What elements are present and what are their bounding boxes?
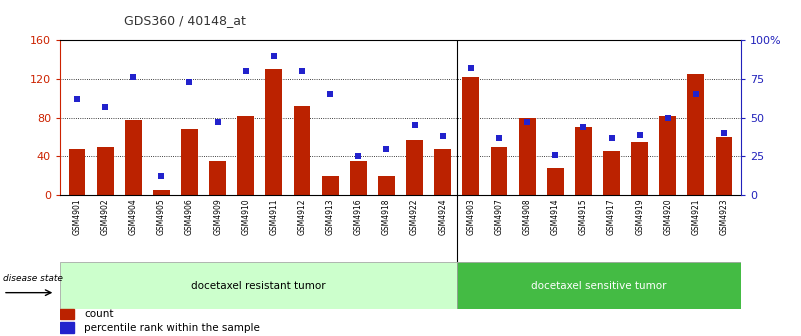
Text: GSM4903: GSM4903 <box>466 198 475 235</box>
Point <box>437 133 449 139</box>
Point <box>324 92 336 97</box>
Text: GSM4924: GSM4924 <box>438 198 447 235</box>
Bar <box>434 150 451 195</box>
Bar <box>462 77 479 195</box>
Text: GSM4908: GSM4908 <box>522 198 532 235</box>
Point <box>268 53 280 58</box>
Text: GSM4914: GSM4914 <box>551 198 560 235</box>
Point <box>493 135 505 140</box>
Text: GSM4907: GSM4907 <box>494 198 504 235</box>
Point <box>577 124 590 130</box>
Text: GSM4913: GSM4913 <box>326 198 335 235</box>
Bar <box>406 140 423 195</box>
Bar <box>181 129 198 195</box>
Bar <box>265 69 282 195</box>
Point <box>127 75 139 80</box>
Text: GSM4909: GSM4909 <box>213 198 222 235</box>
Point <box>549 152 562 157</box>
Bar <box>519 118 536 195</box>
Bar <box>603 152 620 195</box>
Point <box>99 104 111 110</box>
Bar <box>547 168 564 195</box>
Text: GSM4911: GSM4911 <box>269 198 279 235</box>
Bar <box>490 146 507 195</box>
Point <box>690 92 702 97</box>
Text: GSM4912: GSM4912 <box>297 198 307 235</box>
Text: GSM4910: GSM4910 <box>241 198 250 235</box>
Point <box>70 96 83 102</box>
Bar <box>457 262 741 309</box>
Bar <box>60 323 74 333</box>
Bar <box>69 150 86 195</box>
Text: disease state: disease state <box>3 274 63 283</box>
Bar <box>60 262 457 309</box>
Text: docetaxel resistant tumor: docetaxel resistant tumor <box>191 281 326 291</box>
Bar <box>60 309 74 319</box>
Text: percentile rank within the sample: percentile rank within the sample <box>84 323 260 333</box>
Point <box>380 146 392 151</box>
Bar <box>294 106 311 195</box>
Text: GSM4905: GSM4905 <box>157 198 166 235</box>
Text: GSM4919: GSM4919 <box>635 198 644 235</box>
Bar <box>125 120 142 195</box>
Bar <box>237 116 254 195</box>
Point <box>155 174 167 179</box>
Point <box>183 79 196 85</box>
Point <box>409 123 421 128</box>
Text: GSM4917: GSM4917 <box>607 198 616 235</box>
Point <box>211 120 224 125</box>
Bar <box>209 161 226 195</box>
Text: GSM4904: GSM4904 <box>129 198 138 235</box>
Point <box>718 130 731 136</box>
Text: GSM4922: GSM4922 <box>410 198 419 235</box>
Text: GSM4902: GSM4902 <box>101 198 110 235</box>
Text: GSM4901: GSM4901 <box>72 198 82 235</box>
Point <box>296 69 308 74</box>
Bar <box>322 175 339 195</box>
Point <box>239 69 252 74</box>
Text: GDS360 / 40148_at: GDS360 / 40148_at <box>124 14 246 27</box>
Text: GSM4918: GSM4918 <box>382 198 391 235</box>
Bar <box>575 127 592 195</box>
Text: GSM4906: GSM4906 <box>185 198 194 235</box>
Text: GSM4915: GSM4915 <box>579 198 588 235</box>
Text: count: count <box>84 309 114 319</box>
Bar <box>715 137 732 195</box>
Bar <box>153 190 170 195</box>
Bar <box>350 161 367 195</box>
Bar <box>97 146 114 195</box>
Text: docetaxel sensitive tumor: docetaxel sensitive tumor <box>531 281 666 291</box>
Point <box>352 154 364 159</box>
Text: GSM4920: GSM4920 <box>663 198 672 235</box>
Text: GSM4916: GSM4916 <box>354 198 363 235</box>
Bar <box>631 142 648 195</box>
Bar <box>687 74 704 195</box>
Point <box>662 115 674 120</box>
Point <box>521 120 533 125</box>
Bar <box>659 116 676 195</box>
Text: GSM4923: GSM4923 <box>719 198 729 235</box>
Point <box>605 135 618 140</box>
Point <box>634 132 646 137</box>
Text: GSM4921: GSM4921 <box>691 198 700 235</box>
Point <box>465 66 477 71</box>
Bar <box>378 175 395 195</box>
